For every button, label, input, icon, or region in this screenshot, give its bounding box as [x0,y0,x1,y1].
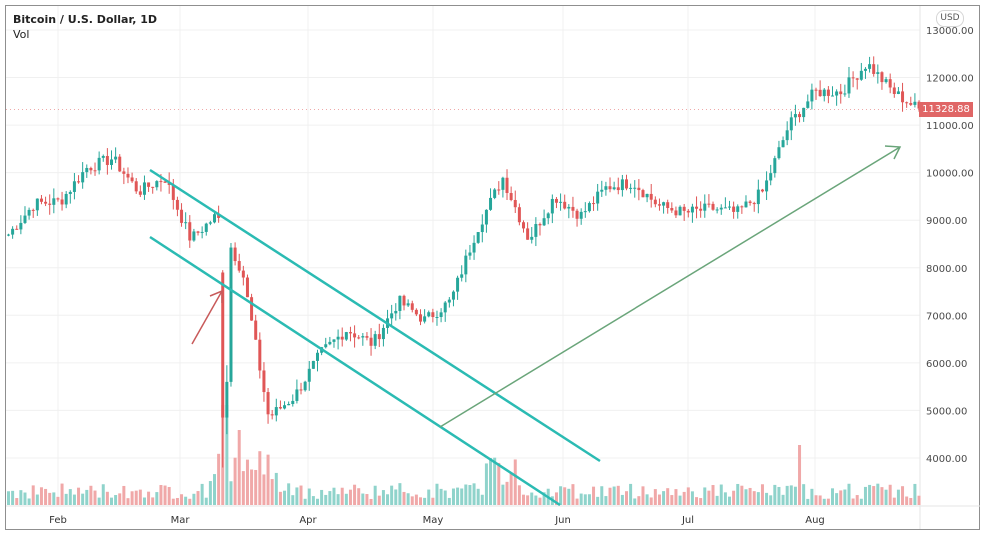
y-axis-tick-label: 7000.00 [926,311,967,322]
symbol-title: Bitcoin / U.S. Dollar, 1D [13,13,158,26]
y-axis-tick-label: 8000.00 [926,264,967,275]
volume-label: Vol [13,28,30,41]
green-trend-arrow[interactable] [439,146,901,428]
y-axis-tick-label: 11000.00 [926,121,974,132]
y-axis-tick-label: 13000.00 [926,26,974,37]
arrowhead-icon [884,145,902,160]
currency-badge[interactable]: USD [936,10,964,27]
drawings[interactable] [149,145,902,507]
x-axis-month-label: Jul [681,515,694,526]
candles [7,56,921,468]
grid [6,6,920,505]
y-axis-tick-label: 12000.00 [926,74,974,85]
channel-lower-line[interactable] [149,235,561,507]
y-axis-tick-label: 4000.00 [926,454,967,465]
red-arrow[interactable] [191,290,223,345]
last-price-badge: 11328.88 [919,102,973,117]
x-axis-month-label: Feb [49,515,67,526]
y-axis-tick-label: 5000.00 [926,406,967,417]
y-axis-tick-label: 9000.00 [926,216,967,227]
x-axis-month-label: Mar [171,515,191,526]
y-axis-tick-label: 10000.00 [926,169,974,180]
channel-upper-line[interactable] [149,168,601,463]
x-axis-month-label: Jun [554,515,571,526]
x-axis-month-label: Aug [805,515,825,526]
arrowhead-icon [209,289,223,303]
x-axis-month-label: Apr [299,515,317,526]
chart-legend: Bitcoin / U.S. Dollar, 1D Vol [13,12,157,42]
y-axis-tick-label: 6000.00 [926,359,967,370]
volume-bars [7,405,921,505]
x-axis-month-label: May [423,515,444,526]
